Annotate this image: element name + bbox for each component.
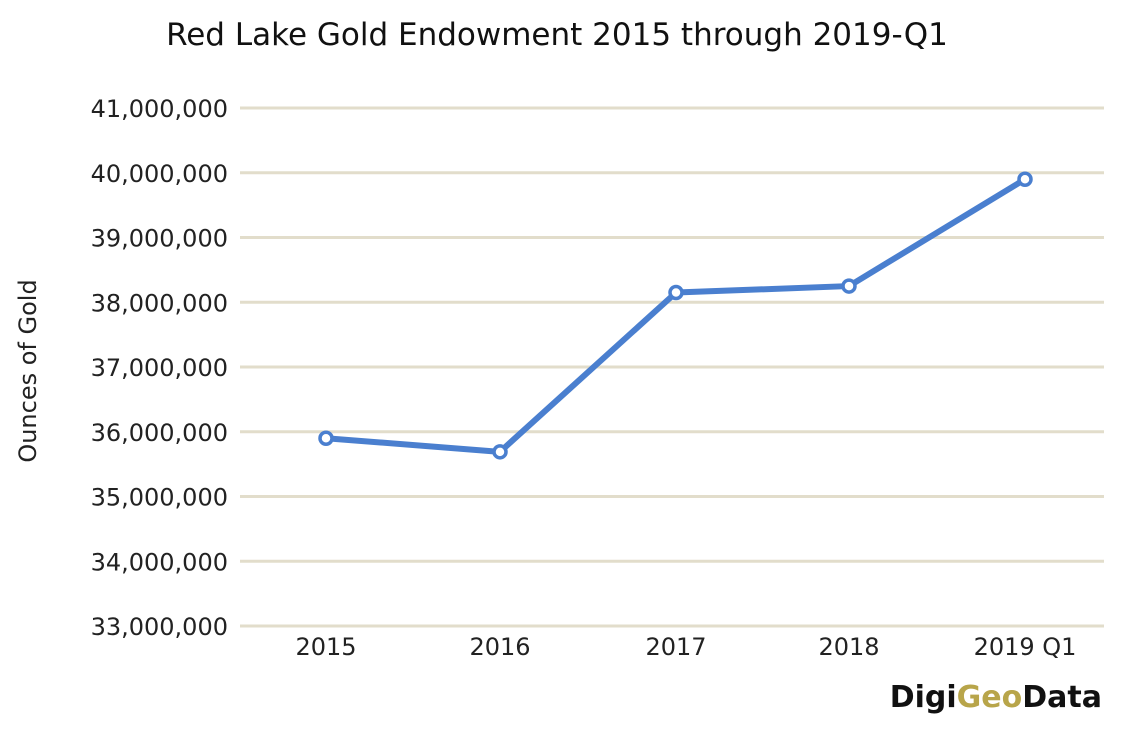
- data-point: [841, 278, 857, 294]
- y-tick-label: 40,000,000: [91, 160, 228, 188]
- x-tick-label: 2017: [645, 633, 706, 661]
- y-tick-label: 36,000,000: [91, 419, 228, 447]
- data-point: [492, 444, 508, 460]
- y-tick-labels: 33,000,000 34,000,000 35,000,000 36,000,000…: [91, 95, 228, 641]
- x-tick-label: 2019 Q1: [974, 633, 1077, 661]
- data-point: [318, 430, 334, 446]
- y-tick-label: 38,000,000: [91, 289, 228, 317]
- x-tick-label: 2016: [469, 633, 530, 661]
- y-tick-label: 41,000,000: [91, 95, 228, 123]
- y-tick-label: 37,000,000: [91, 354, 228, 382]
- brand-part2: Geo: [957, 680, 1023, 715]
- grid-lines: [240, 106, 1104, 628]
- chart-title: Red Lake Gold Endowment 2015 through 201…: [166, 17, 948, 53]
- x-tick-label: 2018: [818, 633, 879, 661]
- brand-logo: DigiGeoData: [890, 680, 1102, 715]
- y-tick-label: 39,000,000: [91, 225, 228, 253]
- brand-part3: Data: [1022, 680, 1102, 715]
- y-tick-label: 35,000,000: [91, 484, 228, 512]
- series-line: [323, 176, 1028, 455]
- x-tick-labels: 2015 2016 2017 2018 2019 Q1: [295, 633, 1076, 661]
- y-axis-label: Ounces of Gold: [14, 279, 42, 462]
- data-point: [668, 284, 684, 301]
- brand-part1: Digi: [890, 680, 957, 715]
- y-tick-label: 33,000,000: [91, 613, 228, 641]
- series-layer: [318, 171, 1033, 460]
- x-tick-label: 2015: [295, 633, 356, 661]
- y-tick-label: 34,000,000: [91, 548, 228, 576]
- data-point: [1017, 171, 1033, 187]
